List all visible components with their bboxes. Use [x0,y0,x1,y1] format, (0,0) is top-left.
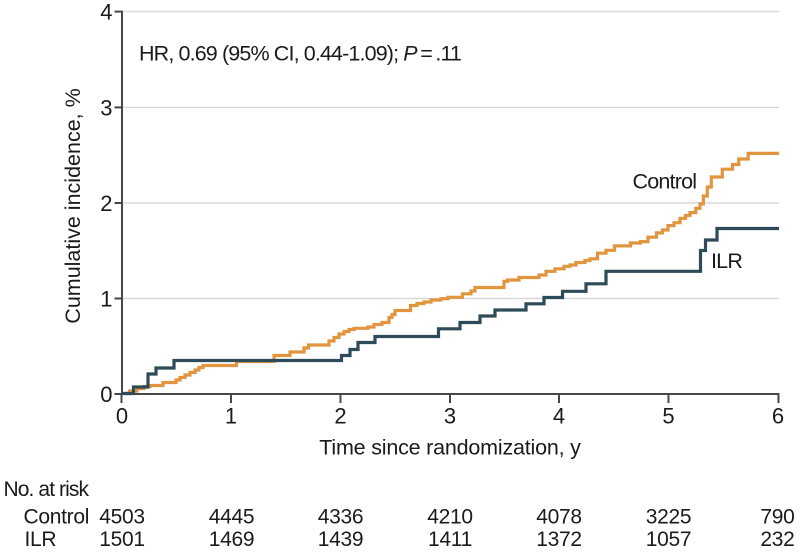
svg-text:4078: 4078 [536,506,582,529]
svg-text:1501: 1501 [99,528,145,551]
svg-text:0: 0 [100,382,112,407]
svg-text:4210: 4210 [427,506,473,529]
svg-text:Cumulative incidence, %: Cumulative incidence, % [61,88,85,323]
svg-text:790: 790 [760,506,794,529]
svg-text:4503: 4503 [99,506,145,529]
svg-text:1411: 1411 [428,528,472,551]
svg-text:6: 6 [772,404,784,429]
svg-text:1057: 1057 [646,528,692,551]
svg-text:4: 4 [553,404,565,429]
svg-text:ILR: ILR [711,249,742,273]
svg-text:0: 0 [116,404,128,429]
svg-text:1372: 1372 [536,528,582,551]
svg-text:4336: 4336 [318,506,364,529]
svg-text:2: 2 [100,191,112,216]
svg-text:2: 2 [334,404,346,429]
svg-text:4445: 4445 [209,506,255,529]
svg-text:Time since randomization, y: Time since randomization, y [319,436,581,460]
svg-text:1469: 1469 [209,528,255,551]
svg-text:4: 4 [100,0,112,25]
svg-text:Control: Control [633,170,697,194]
svg-text:232: 232 [760,528,794,551]
svg-text:No. at risk: No. at risk [4,478,90,501]
svg-text:1: 1 [100,286,112,311]
svg-text:HR, 0.69 (95% CI, 0.44-1.09);: HR, 0.69 (95% CI, 0.44-1.09); P = .11 [139,42,461,66]
svg-text:Control: Control [24,506,90,529]
svg-text:ILR: ILR [25,528,57,551]
svg-text:5: 5 [662,404,674,429]
svg-text:1439: 1439 [318,528,364,551]
svg-text:1: 1 [225,404,237,429]
svg-text:3225: 3225 [646,506,692,529]
svg-text:3: 3 [100,95,112,120]
svg-text:3: 3 [444,404,456,429]
